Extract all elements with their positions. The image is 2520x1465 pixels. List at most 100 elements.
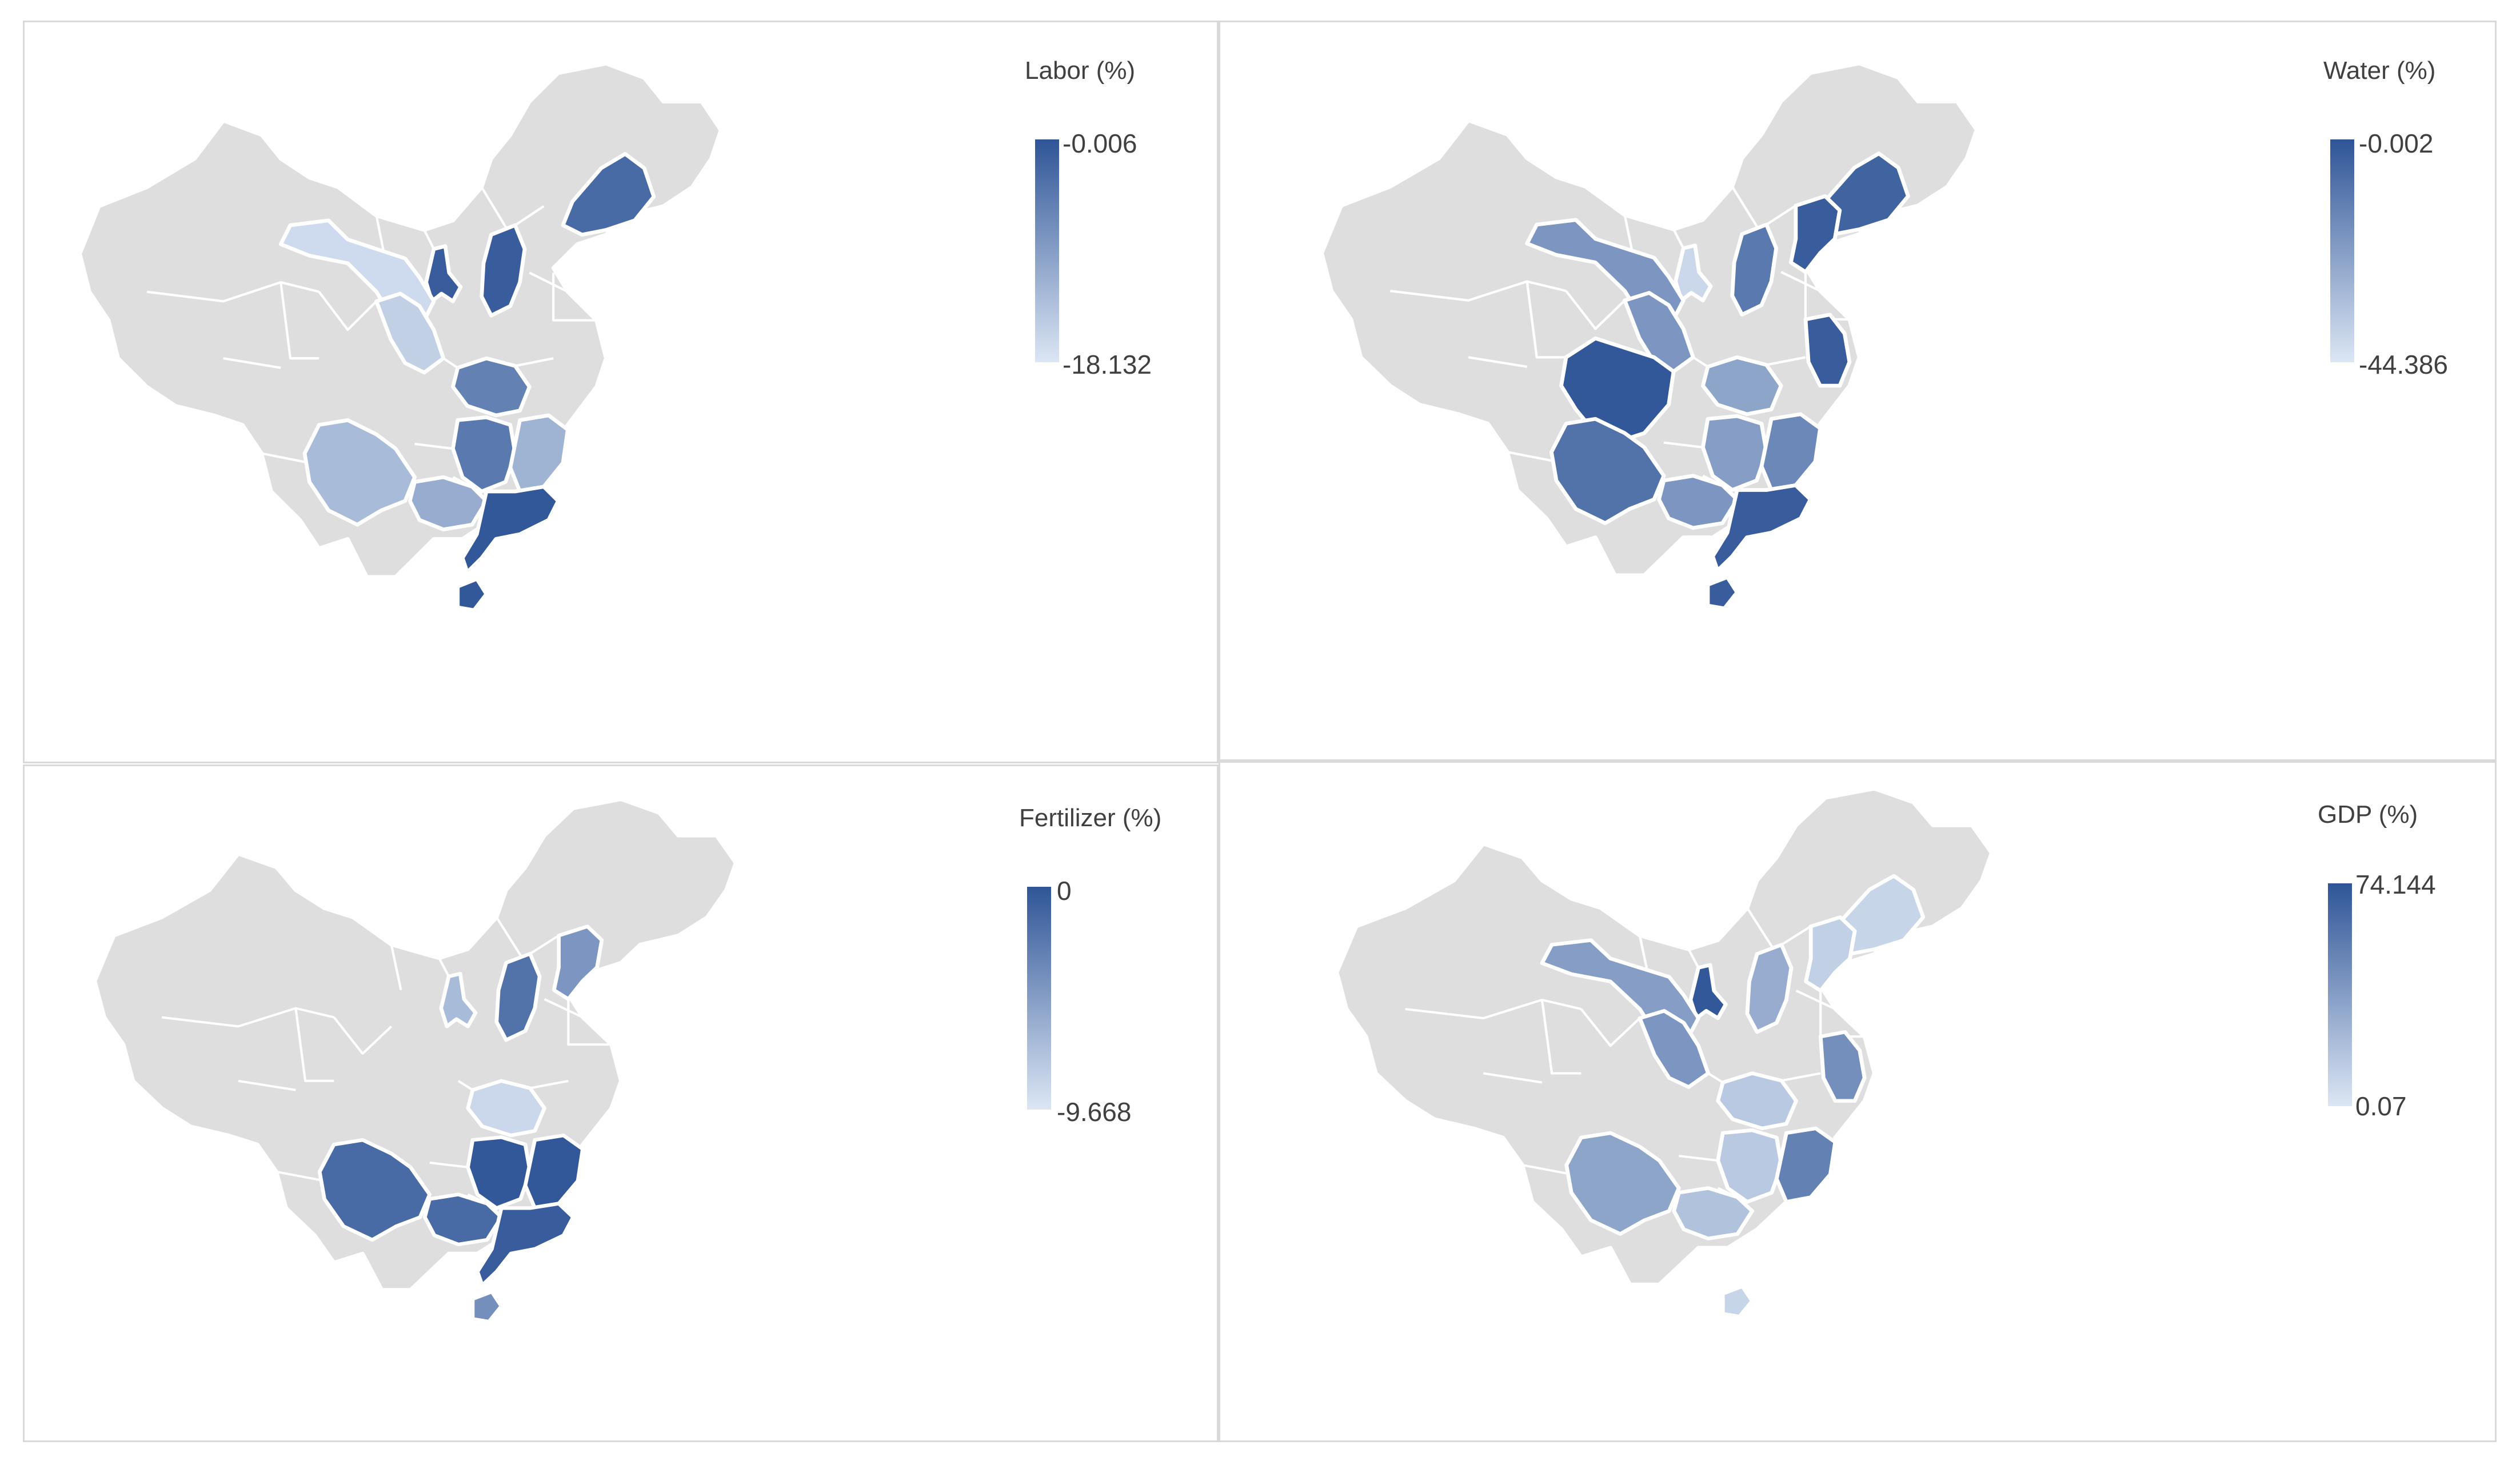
region-central-south [466, 1135, 532, 1210]
region-central-west [1623, 291, 1695, 374]
province-border [544, 998, 584, 1019]
province-border [1829, 1146, 1856, 1175]
province-border [1468, 356, 1527, 368]
region-east-coast [1759, 412, 1823, 492]
province-border [1780, 925, 1812, 946]
province-border [514, 357, 554, 367]
province-border [1766, 356, 1806, 366]
province-border [529, 1079, 569, 1090]
legend-title: Fertilizer (%) [1019, 804, 1162, 832]
region-south-central [408, 475, 489, 531]
province-border [276, 1170, 325, 1182]
province-border [1707, 1072, 1724, 1084]
province-border [1525, 281, 1567, 359]
legend-min-value: -9.668 [1057, 1097, 1132, 1127]
region-south-central [1672, 1186, 1754, 1240]
legend-title: Water (%) [2323, 57, 2436, 85]
province-border [1507, 451, 1557, 463]
region-southwest [302, 418, 417, 527]
region-south-coast [460, 485, 560, 574]
legend-max-value: 74.144 [2355, 870, 2436, 899]
map-layer [1335, 787, 1994, 1319]
region-west-big [1559, 336, 1676, 445]
province-border [562, 433, 588, 464]
legend-max-value: -0.006 [1063, 129, 1137, 158]
legend-color-ramp [1035, 139, 1059, 362]
region-north-east-inner [1804, 915, 1857, 993]
province-border [529, 271, 569, 293]
map-layer [93, 797, 738, 1324]
region-central-west [374, 291, 446, 375]
region-southwest [317, 1138, 432, 1242]
legend-max-value: -0.002 [2359, 129, 2434, 158]
province-border [1766, 205, 1797, 226]
region-central-south [1700, 414, 1768, 492]
legend-min-value: -44.386 [2359, 350, 2449, 379]
province-border [442, 357, 458, 369]
province-border [620, 943, 641, 964]
province-border [496, 916, 526, 964]
province-border [1780, 271, 1821, 293]
province-border [333, 1016, 393, 1055]
province-border [1679, 1155, 1718, 1162]
province-border [261, 452, 310, 465]
region-southwest [1564, 1131, 1681, 1236]
province-border [529, 934, 560, 955]
province-border [423, 229, 435, 250]
legend-min-value: -18.132 [1063, 350, 1152, 379]
province-border [1731, 186, 1763, 235]
province-border [161, 1007, 334, 1028]
region-south-coast [475, 1202, 576, 1287]
province-border [438, 958, 450, 977]
legend-title: Labor (%) [1025, 57, 1136, 85]
region-south-central [422, 1192, 504, 1247]
region-island [1720, 1284, 1754, 1319]
province-border [1687, 948, 1700, 968]
province-border [390, 944, 402, 991]
legend-color-ramp [2330, 139, 2354, 362]
choropleth-map-water [1320, 61, 1979, 611]
province-border [1692, 356, 1709, 368]
region-island [1706, 575, 1739, 611]
map-panel-labor: Labor (%) -0.006 -18.132 [23, 21, 1219, 763]
region-island [456, 577, 489, 613]
choropleth-map-labor [78, 61, 723, 613]
province-border [1814, 432, 1841, 463]
region-central-west [1638, 1008, 1711, 1089]
province-border [1405, 998, 1582, 1020]
province-border [480, 186, 512, 235]
province-border [552, 273, 597, 322]
region-south-coast [1711, 483, 1812, 573]
province-border [1663, 441, 1703, 449]
province-border [294, 1008, 334, 1082]
legend-title: GDP (%) [2318, 800, 2418, 828]
province-border [1540, 999, 1582, 1075]
province-border [1565, 290, 1626, 330]
region-east-north [1818, 1030, 1867, 1103]
region-central-south [451, 415, 517, 494]
region-north-east-inner [1788, 194, 1842, 274]
map-panel-gdp: GDP (%) 74.144 0.07 [1219, 761, 2497, 1442]
map-panel-water: Water (%) -0.002 -44.386 [1219, 21, 2497, 761]
province-border [1672, 229, 1685, 249]
province-border [279, 282, 320, 360]
region-small-north [439, 971, 478, 1028]
province-border [1483, 1072, 1543, 1084]
region-east-coast [1774, 1126, 1838, 1204]
region-central-south [1716, 1128, 1784, 1204]
province-border [1781, 1072, 1821, 1082]
region-island [470, 1290, 504, 1324]
region-southwest [1549, 417, 1666, 525]
map-panel-fertilizer: Fertilizer (%) 0 -9.668 [23, 764, 1219, 1442]
region-south-central [1657, 474, 1739, 530]
map-layer [1320, 61, 1979, 611]
province-border [318, 291, 378, 331]
province-border [223, 357, 281, 369]
province-border [1522, 1164, 1572, 1176]
legend-max-value: 0 [1057, 876, 1072, 906]
region-northeast-coast [561, 152, 656, 237]
region-central [1716, 1071, 1798, 1131]
province-border [577, 1152, 603, 1182]
province-border [457, 1080, 474, 1091]
choropleth-map-gdp [1335, 787, 1994, 1319]
